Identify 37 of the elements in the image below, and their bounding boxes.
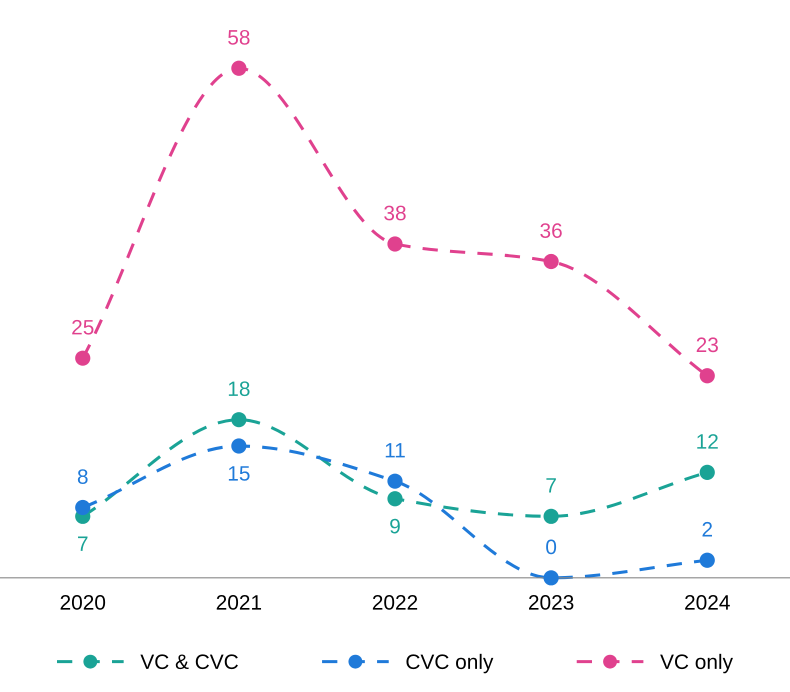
data-label: 2 [702,522,712,536]
x-tick-label: 2023 [529,595,574,610]
point [75,350,90,366]
data-label: 12 [697,434,718,449]
point [544,254,559,270]
point [387,236,403,252]
data-label: 38 [384,206,406,220]
point [700,464,715,480]
data-label: 36 [540,223,562,238]
point [231,438,246,454]
point [231,60,246,76]
x-tick-label: 2024 [685,595,730,610]
data-label: 25 [72,320,94,335]
legend-label: VC only [660,654,733,674]
point [231,412,246,428]
data-label: 11 [386,443,405,458]
point [387,491,403,506]
data-label: 0 [546,540,556,554]
data-label: 8 [78,469,88,484]
point [544,508,559,524]
point [700,552,715,568]
point [700,368,715,384]
x-tick-label: 2020 [60,595,106,610]
data-label: 7 [546,478,556,493]
data-label: 9 [390,518,400,534]
point [544,570,559,586]
data-label: 18 [228,381,250,396]
point [75,500,90,516]
point [387,474,403,489]
data-label: 7 [78,536,88,551]
legend-label: VC & CVC [140,654,238,670]
x-tick-label: 2022 [372,595,418,610]
data-label: 23 [696,337,718,352]
x-tick-label: 2021 [216,595,262,610]
data-label: 58 [228,30,250,45]
data-label: 15 [228,466,250,481]
legend-label: CVC only [406,654,494,674]
